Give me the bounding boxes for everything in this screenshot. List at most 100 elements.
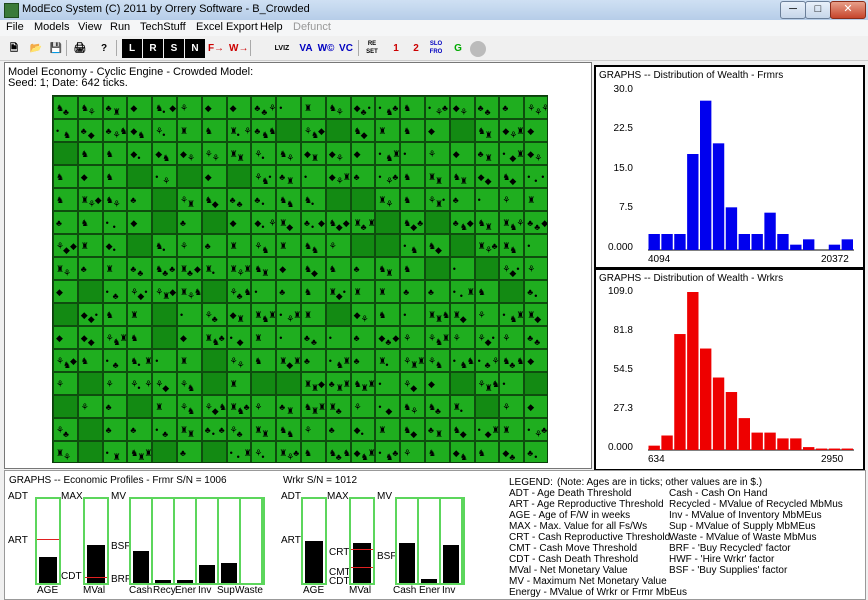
grid-cell[interactable] [53, 303, 78, 326]
tool-lviz[interactable]: LVIZ [274, 45, 290, 52]
grid-cell[interactable]: • ⚘ ♣ [425, 96, 450, 119]
grid-cell[interactable]: ♞ ♞ [276, 188, 301, 211]
grid-cell[interactable]: ♞ • [301, 188, 326, 211]
grid-cell[interactable]: • [375, 372, 401, 395]
grid-cell[interactable] [77, 441, 103, 462]
grid-cell[interactable] [201, 372, 227, 395]
grid-cell[interactable]: ♜ ⚘ ♞ [177, 280, 202, 303]
grid-cell[interactable]: ♣ [77, 257, 103, 280]
grid-cell[interactable]: ⚘⚘⚘ [524, 96, 547, 119]
grid-cell[interactable]: ⚘ ♣ [201, 303, 227, 326]
grid-cell[interactable]: ⚘ ♞ ♜ [425, 326, 450, 349]
grid-cell[interactable]: ♞ [400, 96, 425, 119]
grid-cell[interactable]: ♣ ♣ ◆ [524, 211, 547, 234]
grid-cell[interactable]: ⚘ [77, 395, 103, 418]
tool-reset[interactable]: RE SET [366, 41, 378, 55]
menu-excel-export[interactable]: Excel Export [196, 21, 258, 33]
grid-cell[interactable]: ♞ [77, 349, 103, 372]
grid-cell[interactable]: ♣ ♜ [276, 395, 301, 418]
grid-cell[interactable]: ◆ [177, 326, 202, 349]
menu-view[interactable]: View [78, 21, 102, 33]
grid-cell[interactable]: ♣ ♞ ♞ [251, 119, 276, 142]
grid-cell[interactable]: ♣ [102, 395, 128, 418]
grid-cell[interactable]: ◆ [127, 211, 153, 234]
grid-cell[interactable]: ♣ [201, 234, 227, 257]
grid-cell[interactable]: ♣ • ◆ [301, 211, 326, 234]
grid-cell[interactable]: • [276, 96, 301, 119]
save-icon[interactable]: 💾 [49, 43, 63, 54]
grid-cell[interactable]: ♣ [425, 280, 450, 303]
grid-cell[interactable]: ◆ • [350, 418, 376, 441]
grid-cell[interactable]: ◆ ⚘ [524, 142, 547, 165]
grid-cell[interactable]: ⚘ [400, 441, 425, 462]
grid-cell[interactable]: ◆ ◆ [77, 326, 103, 349]
grid-cell[interactable]: ♣ [127, 418, 153, 441]
grid-cell[interactable]: ◆ [226, 96, 252, 119]
grid-cell[interactable]: • ♣ [102, 280, 128, 303]
grid-cell[interactable] [524, 372, 547, 395]
grid-cell[interactable]: ♜ [301, 96, 326, 119]
grid-cell[interactable]: ◆ [425, 372, 450, 395]
grid-cell[interactable]: ♞ ⚘ [325, 96, 351, 119]
grid-cell[interactable]: ◆ ⚘ [350, 303, 376, 326]
tool-slo-fro[interactable]: SLO FRO [429, 41, 443, 55]
grid-cell[interactable]: ⚘ • [251, 441, 277, 462]
grid-cell[interactable]: ⚘ [499, 395, 525, 418]
grid-cell[interactable]: ♣ [177, 211, 202, 234]
grid-cell[interactable]: ⚘ [499, 188, 525, 211]
grid-cell[interactable]: • ♞ [53, 119, 78, 142]
grid-cell[interactable]: • [400, 142, 425, 165]
maximize-button[interactable]: □ [805, 1, 831, 19]
grid-cell[interactable]: ◆ ♣ [499, 441, 525, 462]
grid-cell[interactable]: ♣ [350, 257, 376, 280]
grid-cell[interactable]: ♜ ♣ ◆ [177, 257, 202, 280]
grid-cell[interactable]: ♜ • [375, 349, 401, 372]
grid-cell[interactable]: • ⚘ ♣ [524, 418, 547, 441]
grid-cell[interactable]: ◆ [524, 349, 547, 372]
grid-cell[interactable] [201, 211, 227, 234]
grid-cell[interactable]: ♣ ♞ ◆ [449, 211, 475, 234]
grid-cell[interactable]: ⚘ [301, 418, 326, 441]
grid-cell[interactable]: ♣ [350, 326, 376, 349]
model-grid[interactable]: ♞♣♞⚘♣♜◆♞•◆⚘◆◆♣♣⚘•♜♞⚘◆♣••♞♣♞•⚘♣◆⚘♣♣♣⚘⚘⚘•♞… [52, 95, 548, 463]
grid-cell[interactable]: ⚘ ♣ [226, 418, 252, 441]
grid-cell[interactable]: ♞ ◆ ◆ [325, 211, 351, 234]
grid-cell[interactable]: ⚘ • ⚘ [127, 372, 152, 395]
grid-cell[interactable]: ♜ • ⚘ [226, 119, 252, 142]
grid-cell[interactable]: ♞ ♣ [425, 395, 450, 418]
grid-cell[interactable]: ◆ ⚘ [449, 96, 475, 119]
grid-cell[interactable]: ◆ [524, 119, 547, 142]
grid-cell[interactable]: ♞ ♜ ♜ [350, 372, 376, 395]
grid-cell[interactable]: ◆ [53, 280, 78, 303]
grid-cell[interactable]: ♣ ◆ [77, 119, 103, 142]
grid-cell[interactable]: ♞ ◆ [301, 257, 326, 280]
grid-cell[interactable]: ♣ [350, 349, 376, 372]
grid-cell[interactable]: ⚘ ⚘ [226, 349, 252, 372]
grid-cell[interactable]: ◆ ⚘ [177, 142, 202, 165]
grid-cell[interactable] [226, 165, 252, 188]
grid-cell[interactable]: ♣ [301, 349, 326, 372]
grid-cell[interactable]: ◆ ♞ ♜ [350, 441, 376, 462]
grid-cell[interactable]: ♜ ♜ [425, 165, 450, 188]
tool-l[interactable]: L [122, 39, 142, 58]
grid-cell[interactable]: • [400, 303, 425, 326]
grid-cell[interactable]: • [301, 165, 326, 188]
grid-cell[interactable]: ♞ [102, 165, 128, 188]
grid-cell[interactable]: ♜ [177, 349, 202, 372]
grid-cell[interactable]: ♣ ♣ [474, 96, 500, 119]
grid-cell[interactable]: ⚘ ♜ ♞ [474, 372, 500, 395]
grid-cell[interactable]: • • [102, 211, 128, 234]
grid-cell[interactable]: ♞ ♜ [474, 211, 500, 234]
grid-cell[interactable]: ⚘ [400, 326, 425, 349]
grid-cell[interactable] [201, 280, 227, 303]
grid-cell[interactable]: ♜ ♞ ♜ [251, 303, 276, 326]
grid-cell[interactable] [152, 441, 177, 462]
grid-cell[interactable]: ♜ [375, 280, 401, 303]
grid-cell[interactable]: ◆ [449, 142, 475, 165]
close-button[interactable]: ✕ [830, 1, 866, 19]
grid-cell[interactable]: ♣ • ♣ [201, 418, 227, 441]
grid-cell[interactable]: ◆ ⚘ [325, 142, 351, 165]
grid-cell[interactable]: ⚘ ◆ ♞ [201, 395, 227, 418]
grid-cell[interactable]: ♞ [201, 119, 227, 142]
grid-cell[interactable]: ♜ [226, 372, 252, 395]
